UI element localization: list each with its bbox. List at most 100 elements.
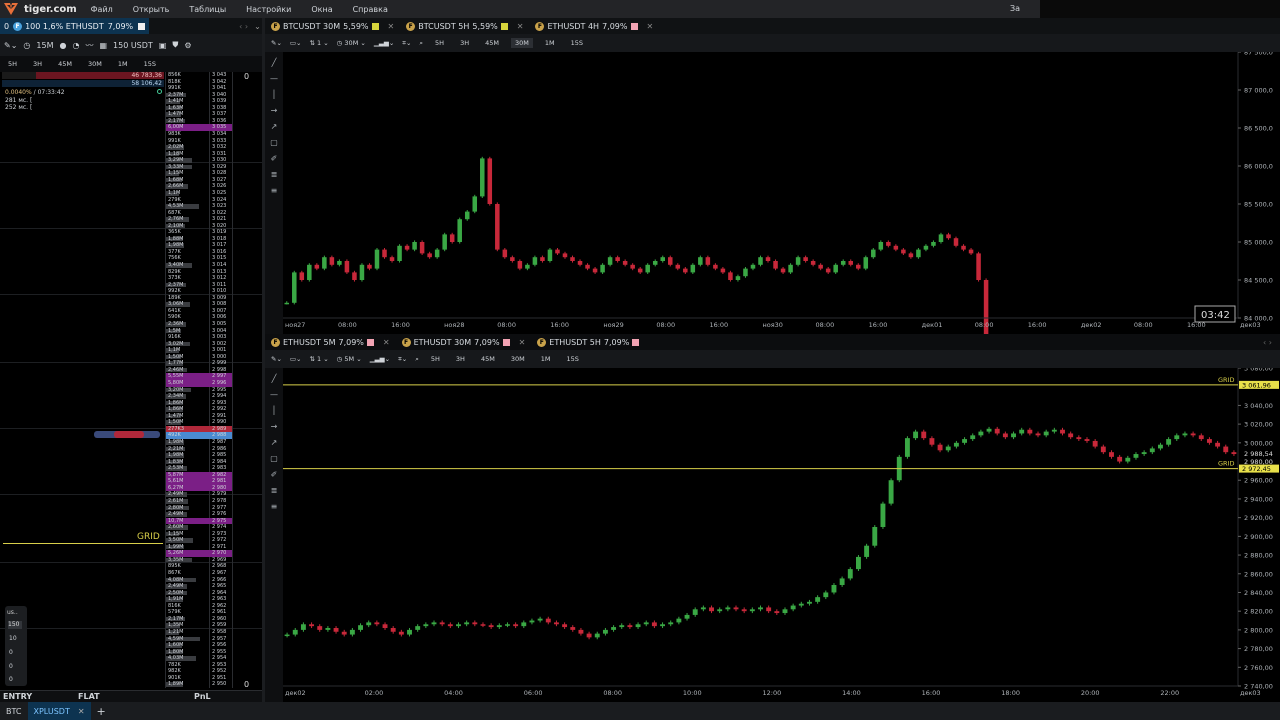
interval-select[interactable]: ◷ 5M ⌄ xyxy=(336,355,362,363)
ladder-row[interactable]: 590K 3 006 xyxy=(166,314,232,321)
ladder-row[interactable]: 277K3 2 989 xyxy=(166,425,232,433)
ladder-row[interactable]: 3,50M 2 972 xyxy=(166,537,232,544)
ladder-row[interactable]: 1,5M 3 004 xyxy=(166,328,232,335)
layers-icon[interactable]: ≣ xyxy=(270,486,278,495)
close-icon[interactable]: ✕ xyxy=(77,706,85,716)
ladder-row[interactable]: 2,37M 3 011 xyxy=(166,282,232,289)
tf-button[interactable]: 1M xyxy=(544,39,555,47)
ladder-row[interactable]: 3,33M 3 029 xyxy=(166,164,232,171)
ladder-row[interactable]: 189K 3 009 xyxy=(166,295,232,302)
ladder-row[interactable]: 1,63M 3 038 xyxy=(166,105,232,112)
trendline-icon[interactable]: ╱ xyxy=(271,374,277,383)
ladder-row[interactable]: 2,49M 2 965 xyxy=(166,583,232,590)
window-icon[interactable]: ▭⌄ xyxy=(289,355,302,363)
grid-icon[interactable]: ▦ xyxy=(99,40,108,50)
ladder-row[interactable]: 4,08M 2 966 xyxy=(166,577,232,584)
price-ladder[interactable]: 856K 3 043 818K 3 042 991K 3 041 2,37M 3 040 1,4… xyxy=(0,72,262,688)
rect-icon[interactable]: ▢ xyxy=(270,138,278,147)
ladder-row[interactable]: 1,47M 2 991 xyxy=(166,413,232,420)
tf-button[interactable]: 5H xyxy=(430,355,440,363)
vline-icon[interactable]: │ xyxy=(271,406,277,415)
tools-icon[interactable]: ✎⌄ xyxy=(271,355,282,363)
candles-count-icon[interactable]: ⇅ 1 ⌄ xyxy=(309,355,329,363)
ladder-row[interactable]: 5,55M 2 997 xyxy=(166,373,232,380)
ladder-row[interactable]: 1,18M 3 031 xyxy=(166,151,232,158)
ladder-row[interactable]: 1,1M 3 025 xyxy=(166,190,232,197)
tools-icon[interactable]: ✎⌄ xyxy=(271,39,282,47)
ladder-row[interactable]: 1,99M 2 971 xyxy=(166,544,232,551)
add-tab-button[interactable]: + xyxy=(96,704,106,718)
entry-label[interactable]: ENTRY xyxy=(3,692,33,701)
layers-icon[interactable]: ≣ xyxy=(270,170,278,179)
ladder-row[interactable]: 2,49M 2 976 xyxy=(166,511,232,518)
drawing-icon[interactable]: ⌗⌄ xyxy=(402,38,412,47)
tools-icon[interactable]: ✎⌄ xyxy=(4,40,18,50)
ladder-row[interactable]: 3,35M 2 969 xyxy=(166,557,232,564)
ladder-row[interactable]: 2,76M 3 021 xyxy=(166,216,232,223)
ladder-row[interactable]: 992K 3 010 xyxy=(166,288,232,295)
ladder-row[interactable]: 3,40M 3 014 xyxy=(166,262,232,269)
menu-help[interactable]: Справка xyxy=(352,4,388,14)
tf-button[interactable]: 15S xyxy=(143,60,156,68)
panel-divider[interactable] xyxy=(262,18,265,702)
bar-chart-icon[interactable]: ▁▃▅⌄ xyxy=(373,39,395,47)
ladder-row[interactable]: 1,15M 2 973 xyxy=(166,531,232,538)
ladder-row[interactable]: 2,10M 3 020 xyxy=(166,223,232,230)
side-box-value[interactable]: 150 xyxy=(8,621,22,629)
arrow-icon[interactable]: → xyxy=(270,422,278,431)
close-icon[interactable]: ✕ xyxy=(387,21,395,31)
ladder-row[interactable]: 687K 3 022 xyxy=(166,210,232,217)
ladder-row[interactable]: 2,17M 3 036 xyxy=(166,118,232,125)
text-icon[interactable]: ≡ xyxy=(270,186,278,195)
tf-button[interactable]: 15S xyxy=(566,355,579,363)
ladder-row[interactable]: 1,50M 3 000 xyxy=(166,354,232,361)
ladder-row[interactable]: 2,21M 2 986 xyxy=(166,446,232,453)
ladder-row[interactable]: 816K 2 962 xyxy=(166,603,232,610)
ladder-row[interactable]: 492K 2 988 xyxy=(166,432,232,439)
chart-tab[interactable]: F BTCUSDT 30M 5,59% ✕ xyxy=(265,18,400,34)
ladder-row[interactable]: 2,36M 3 005 xyxy=(166,321,232,328)
tf-button[interactable]: 1M xyxy=(117,60,128,68)
bar-chart-icon[interactable]: ▁▃▅⌄ xyxy=(369,355,391,363)
ladder-row[interactable]: 1,98M 3 017 xyxy=(166,242,232,249)
menu-open[interactable]: Открыть xyxy=(132,4,170,14)
ladder-row[interactable]: 895K 2 968 xyxy=(166,563,232,570)
search-icon[interactable]: ⌕ xyxy=(419,38,424,47)
ladder-row[interactable]: 2,80M 2 977 xyxy=(166,505,232,512)
ladder-row[interactable]: 5,61M 2 981 xyxy=(166,478,232,485)
ladder-row[interactable]: 365K 3 019 xyxy=(166,229,232,236)
chart-tab[interactable]: F BTCUSDT 5H 5,59% ✕ xyxy=(400,18,529,34)
chevron-down-icon[interactable]: ⌄ xyxy=(254,21,261,31)
ladder-interval[interactable]: 15M xyxy=(36,40,54,50)
ladder-row[interactable]: 377K 3 016 xyxy=(166,249,232,256)
ladder-row[interactable]: 5,80M 2 996 xyxy=(166,380,232,387)
menu-file[interactable]: Файл xyxy=(90,4,113,14)
timer-icon[interactable]: ◔ xyxy=(72,40,80,50)
vline-icon[interactable]: │ xyxy=(271,90,277,99)
ladder-row[interactable]: 641K 3 007 xyxy=(166,308,232,315)
ladder-row[interactable]: 1,83M 2 984 xyxy=(166,459,232,466)
ladder-row[interactable]: 1,50M 2 990 xyxy=(166,419,232,426)
ladder-row[interactable]: 867K 2 967 xyxy=(166,570,232,577)
tf-button[interactable]: 5H xyxy=(435,39,445,47)
ladder-row[interactable]: 6,27M 2 980 xyxy=(166,484,232,492)
nav-arrows-icon[interactable]: ‹ › xyxy=(1263,337,1272,347)
tf-button[interactable]: 30M xyxy=(510,355,525,363)
ladder-row[interactable]: 3,02M 3 002 xyxy=(166,341,232,348)
ladder-row[interactable]: 2,49M 2 979 xyxy=(166,491,232,498)
tf-button[interactable]: 30M xyxy=(87,60,102,68)
ladder-row[interactable]: 756K 3 015 xyxy=(166,255,232,262)
pencil-icon[interactable]: ✐ xyxy=(270,154,278,163)
close-icon[interactable]: ✕ xyxy=(518,337,526,347)
ladder-row[interactable]: 3,29M 3 030 xyxy=(166,157,232,164)
menu-settings[interactable]: Настройки xyxy=(246,4,292,14)
ladder-row[interactable]: 1,91M 2 963 xyxy=(166,596,232,603)
close-icon[interactable]: ✕ xyxy=(382,337,390,347)
side-box-value[interactable]: 0 xyxy=(9,676,13,683)
close-icon[interactable]: ✕ xyxy=(646,21,654,31)
tf-button-active[interactable]: 30M xyxy=(510,38,533,48)
tf-button[interactable]: 45M xyxy=(480,355,495,363)
ladder-row[interactable]: 1,86M 2 993 xyxy=(166,400,232,407)
ladder-row[interactable]: 3,06M 3 008 xyxy=(166,301,232,308)
ladder-row[interactable]: 4,53M 3 023 xyxy=(166,203,232,210)
